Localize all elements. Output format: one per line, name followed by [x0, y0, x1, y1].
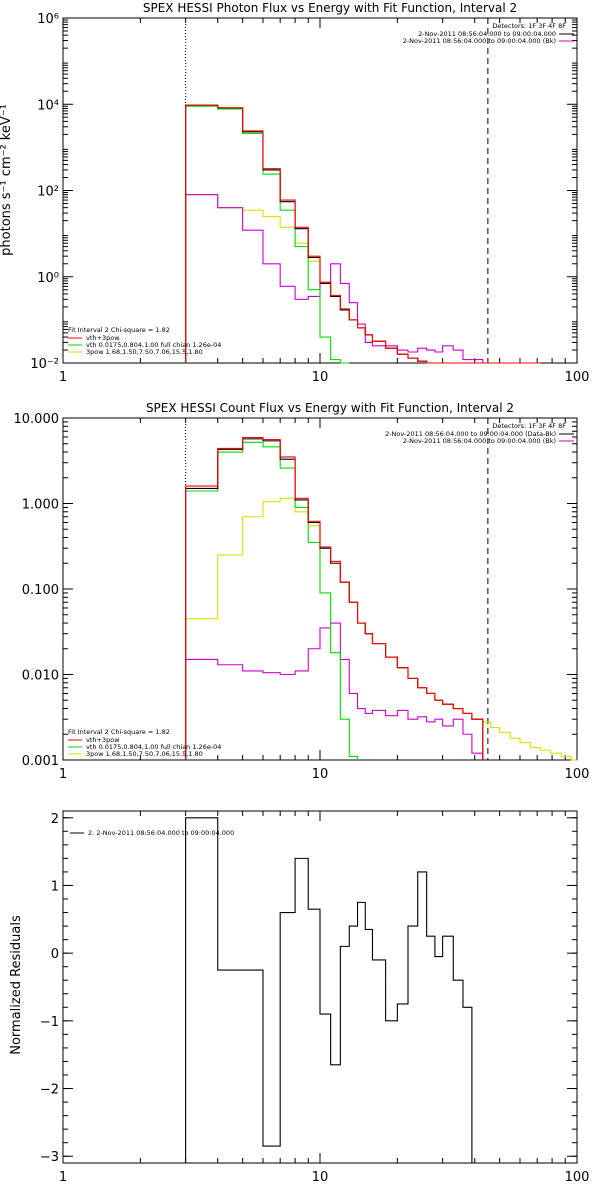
- y-tick-label: 10²: [37, 185, 59, 200]
- series-line: [185, 194, 484, 363]
- x-tick-label: 10: [312, 1170, 329, 1185]
- y-axis-label: photons s⁻¹ cm⁻² keV⁻¹: [0, 104, 14, 256]
- legend-detectors: Detectors: 1F 3F 4F 8F: [492, 22, 566, 30]
- legend-3pow: 3pow 1.68,1.50,7.50,7.06,15.5,1.80: [86, 348, 203, 356]
- legend-label: 2. 2-Nov-2011 08:56:04.000 to 09:00:04.0…: [88, 829, 234, 837]
- series-group: [185, 437, 577, 761]
- legend-vth: vth 0.0175,0.804,1.00 full chian 1.26e-0…: [86, 743, 221, 751]
- y-tick-label: 1: [51, 879, 59, 894]
- y-tick-label: −1: [40, 1015, 59, 1030]
- legend-3pow: 3pow 1.68,1.50,7.50,7.06,15.5,1.80: [86, 750, 203, 758]
- series-line: [185, 497, 577, 761]
- series-line: [185, 105, 350, 364]
- legend: 2. 2-Nov-2011 08:56:04.000 to 09:00:04.0…: [70, 829, 234, 837]
- y-tick-label: 10⁶: [37, 12, 59, 27]
- legend-bottom: Fit Interval 2 Chi-square = 1.82 vth+3po…: [68, 728, 221, 758]
- series-line: [185, 438, 484, 760]
- y-tick-label: 0.100: [22, 583, 59, 598]
- legend-background: 2-Nov-2011 08:56:04.000 to 09:00:04.000 …: [403, 37, 556, 45]
- legend-fit: vth+3pow: [86, 736, 120, 744]
- y-tick-label: 10⁴: [37, 98, 59, 113]
- reference-lines: [185, 418, 489, 760]
- legend-detectors: Detectors: 1F 3F 4F 8F: [492, 422, 566, 430]
- y-tick-label: 10.000: [14, 412, 60, 427]
- y-tick-label: 0.001: [22, 754, 59, 769]
- legend-top: Detectors: 1F 3F 4F 8F 2-Nov-2011 08:56:…: [385, 422, 574, 445]
- y-axis-ticks: −3 −2 −1 0 1 2: [40, 812, 577, 1165]
- legend-top: Detectors: 1F 3F 4F 8F 2-Nov-2011 08:56:…: [403, 22, 574, 45]
- count-flux-panel: SPEX HESSI Count Flux vs Energy with Fit…: [14, 401, 590, 782]
- y-tick-label: −3: [40, 1150, 59, 1165]
- x-tick-label: 10: [312, 370, 329, 385]
- legend-data: 2-Nov-2011 08:56:04.000 to 09:00:04.000: [418, 30, 556, 38]
- legend-fit: vth+3pow: [86, 334, 120, 342]
- residuals-panel: Normalized Residuals −3 −2 −1 0 1 2 1 10 100 2.…: [9, 810, 590, 1185]
- fit-info: Fit Interval 2 Chi-square = 1.82: [68, 326, 170, 334]
- chart-title: SPEX HESSI Count Flux vs Energy with Fit…: [146, 401, 514, 415]
- x-tick-label: 100: [565, 767, 590, 782]
- x-tick-label: 1: [59, 370, 67, 385]
- x-tick-label: 1: [59, 1170, 67, 1185]
- x-axis-ticks: 1 10 100: [59, 418, 590, 782]
- y-tick-label: 10⁰: [37, 271, 59, 286]
- legend-vth: vth 0.0175,0.804,1.00 full chian 1.26e-0…: [86, 341, 221, 349]
- series-line: [185, 817, 483, 1164]
- y-tick-label: 10⁻²: [30, 357, 59, 372]
- y-tick-label: 0.010: [22, 669, 59, 684]
- series-line: [185, 622, 484, 760]
- series-line: [185, 104, 483, 364]
- reference-lines: [185, 18, 489, 363]
- series-line: [185, 441, 359, 760]
- legend-data: 2-Nov-2011 08:56:04.000 to 09:00:04.000 …: [385, 430, 556, 438]
- y-axis-ticks: 0.001 0.010 0.100 1.000 10.000: [14, 412, 577, 769]
- y-tick-label: 1.000: [22, 498, 59, 513]
- y-tick-label: 0: [51, 947, 59, 962]
- legend-background: 2-Nov-2011 08:56:04.000 to 09:00:04.000 …: [403, 437, 556, 445]
- chart-title: SPEX HESSI Photon Flux vs Energy with Fi…: [143, 1, 517, 15]
- x-axis-ticks: 1 10 100: [59, 811, 590, 1185]
- series-group: [185, 104, 541, 364]
- y-tick-label: 2: [51, 812, 59, 827]
- series-line: [185, 194, 541, 364]
- y-axis-ticks: 10⁻² 10⁰ 10² 10⁴ 10⁶: [30, 12, 577, 372]
- photon-flux-panel: SPEX HESSI Photon Flux vs Energy with Fi…: [0, 1, 589, 385]
- x-tick-label: 100: [565, 370, 590, 385]
- x-tick-label: 1: [59, 767, 67, 782]
- x-tick-label: 10: [312, 767, 329, 782]
- y-axis-label: Normalized Residuals: [9, 915, 24, 1055]
- series-line: [185, 437, 484, 760]
- legend-bottom: Fit Interval 2 Chi-square = 1.82 vth+3po…: [68, 326, 221, 356]
- x-axis-ticks: 1 10 100: [59, 18, 590, 385]
- series-group: [185, 817, 483, 1164]
- x-tick-label: 100: [565, 1170, 590, 1185]
- fit-info: Fit Interval 2 Chi-square = 1.82: [68, 728, 170, 736]
- series-line: [185, 104, 541, 364]
- y-tick-label: −2: [40, 1083, 59, 1098]
